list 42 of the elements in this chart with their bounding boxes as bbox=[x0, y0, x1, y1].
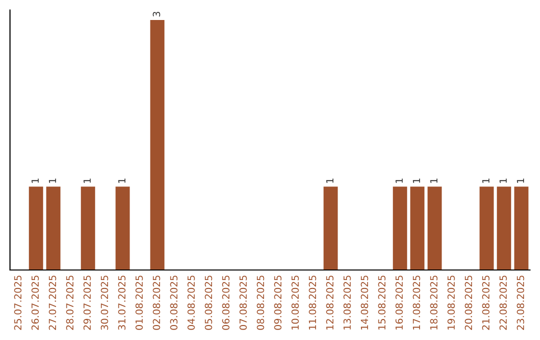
x-tick-label: 03.08.2025 bbox=[170, 276, 178, 330]
data-label: 1 bbox=[84, 178, 91, 183]
x-tick-label: 16.08.2025 bbox=[395, 276, 403, 330]
data-label: 1 bbox=[482, 178, 490, 183]
x-tick-label: 14.08.2025 bbox=[360, 276, 368, 330]
x-tick-label: 15.08.2025 bbox=[378, 276, 386, 330]
data-label: 1 bbox=[326, 178, 334, 183]
x-tick-label: 31.07.2025 bbox=[118, 276, 126, 330]
x-tick-label: 01.08.2025 bbox=[135, 276, 143, 330]
x-tick-label: 04.08.2025 bbox=[187, 276, 195, 330]
x-tick-label: 26.07.2025 bbox=[31, 276, 39, 330]
data-label: 3 bbox=[152, 12, 160, 16]
data-label: 1 bbox=[396, 178, 403, 183]
data-label: 1 bbox=[430, 178, 438, 183]
x-tick-label: 17.08.2025 bbox=[412, 276, 420, 330]
x-tick-label: 20.08.2025 bbox=[464, 276, 472, 330]
x-tick-label: 27.07.2025 bbox=[48, 276, 56, 330]
x-tick-label: 28.07.2025 bbox=[66, 276, 74, 330]
x-tick-label: 13.08.2025 bbox=[343, 276, 351, 330]
data-label: 1 bbox=[412, 178, 420, 183]
x-tick-label: 02.08.2025 bbox=[152, 276, 160, 330]
data-label: 1 bbox=[118, 178, 126, 183]
x-tick-label: 08.08.2025 bbox=[256, 276, 264, 330]
data-label: 1 bbox=[32, 178, 39, 183]
data-label: 1 bbox=[516, 178, 524, 183]
x-tick-label: 22.08.2025 bbox=[499, 276, 507, 330]
x-tick-label: 23.08.2025 bbox=[516, 276, 524, 330]
x-tick-label: 12.08.2025 bbox=[326, 276, 334, 330]
x-tick-label: 11.08.2025 bbox=[308, 276, 316, 330]
x-tick-label: 09.08.2025 bbox=[274, 276, 282, 330]
x-tick-label: 21.08.2025 bbox=[482, 276, 490, 330]
x-tick-label: 25.07.2025 bbox=[14, 276, 22, 330]
data-label: 1 bbox=[48, 178, 56, 183]
x-tick-label: 10.08.2025 bbox=[291, 276, 299, 330]
x-tick-label: 29.07.2025 bbox=[83, 276, 91, 330]
x-tick-label: 05.08.2025 bbox=[204, 276, 212, 330]
x-tick-label: 06.08.2025 bbox=[222, 276, 230, 330]
x-tick-label: 30.07.2025 bbox=[100, 276, 108, 330]
data-label: 1 bbox=[500, 178, 507, 183]
x-tick-label: 18.08.2025 bbox=[430, 276, 438, 330]
x-tick-label: 07.08.2025 bbox=[239, 276, 247, 330]
x-tick-label: 19.08.2025 bbox=[447, 276, 455, 330]
